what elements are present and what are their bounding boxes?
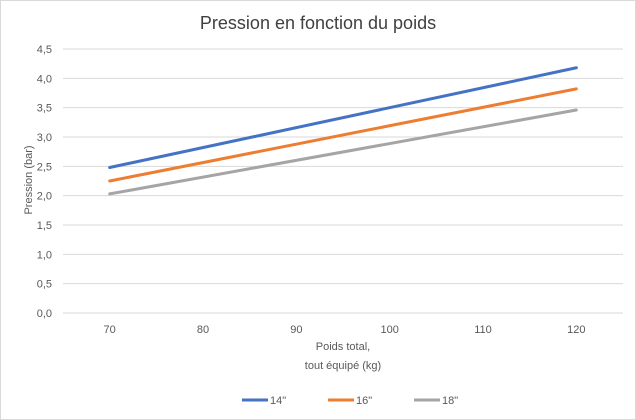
y-axis-title: Pression (bar)	[23, 145, 35, 214]
x-tick-label: 70	[104, 324, 116, 336]
x-tick-label: 90	[290, 324, 302, 336]
x-axis-title-line-2: tout équipé (kg)	[305, 360, 381, 372]
y-axis-ticks: 0,0 0,5 1,0 1,5 2,0 2,5 3,0 3,5 4,0 4,5	[37, 44, 52, 320]
gridlines	[63, 48, 623, 314]
y-tick-label: 4,5	[37, 44, 52, 56]
legend-label-3: 18"	[442, 395, 458, 407]
y-tick-label: 4,0	[37, 73, 52, 85]
y-tick-label: 3,5	[37, 103, 52, 115]
legend: 14" 16" 18"	[242, 395, 458, 407]
series-line-2	[108, 87, 578, 183]
x-axis-ticks: 70 80 90 100 110 120	[104, 324, 586, 336]
chart-title: Pression en fonction du poids	[200, 13, 436, 33]
x-tick-label: 120	[567, 324, 585, 336]
plot-series	[108, 66, 578, 196]
x-tick-label: 80	[197, 324, 209, 336]
y-tick-label: 1,5	[37, 220, 52, 232]
series-line-3	[108, 108, 578, 196]
x-tick-label: 110	[474, 324, 492, 336]
y-tick-label: 1,0	[37, 249, 52, 261]
y-tick-label: 3,0	[37, 132, 52, 144]
y-tick-label: 2,0	[37, 191, 52, 203]
series-line-1	[108, 66, 578, 170]
legend-label-1: 14"	[270, 395, 286, 407]
x-tick-label: 100	[380, 324, 398, 336]
y-tick-label: 2,5	[37, 161, 52, 173]
y-tick-label: 0,5	[37, 279, 52, 291]
y-tick-label: 0,0	[37, 308, 52, 320]
x-axis-title-line-1: Poids total,	[316, 341, 370, 353]
legend-label-2: 16"	[356, 395, 372, 407]
